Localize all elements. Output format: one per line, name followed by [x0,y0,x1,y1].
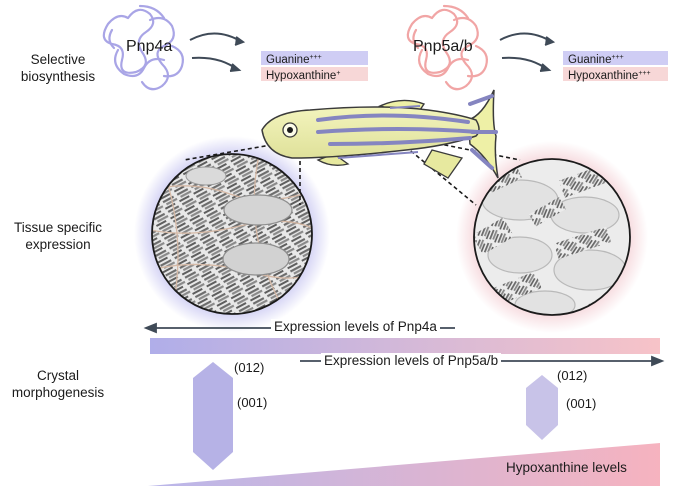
row-label-line: Tissue specific [13,220,103,235]
level-superscript: +++ [638,70,651,77]
pnp5-label: Pnp5a/b [413,38,473,55]
row-label-line: morphogenesis [11,385,105,400]
guanine-tag-right: Guanine+++ [563,51,668,66]
pnp5-expression-label: Expression levels of Pnp5a/b [321,353,502,368]
level-superscript: +++ [611,54,624,61]
zebrafish [261,89,499,179]
facet-001-right: (001) [566,396,597,411]
facet-001-left: (001) [237,395,268,410]
tag-text: Hypoxanthine [266,70,337,82]
row-label-biosynthesis: Selective biosynthesis [6,51,110,85]
expression-gradient-bar [150,338,660,354]
facet-012-left: (012) [234,360,265,375]
tag-text: Guanine [266,54,310,66]
row-label-line: expression [25,237,91,252]
level-superscript: + [336,70,341,77]
hypoxanthine-wedge [148,443,660,486]
pnp4a-label: Pnp4a [126,38,173,55]
row-label-expression: Tissue specific expression [0,219,116,253]
hypoxanthine-tag-left: Hypoxanthine+ [261,67,368,82]
row-label-line: Crystal [36,368,79,383]
crystal-right [526,375,558,440]
hypoxanthine-tag-right: Hypoxanthine+++ [563,67,668,82]
tag-text: Hypoxanthine [568,70,639,82]
pnp4a-protein-icon [102,4,184,91]
guanine-tag-left: Guanine+++ [261,51,368,66]
level-superscript: +++ [309,54,322,61]
pnp5-protein-icon [406,4,488,91]
row-label-morphogenesis: Crystal morphogenesis [2,367,114,401]
synthesis-arrows [189,32,556,72]
zoom-circle-left [151,153,313,315]
pnp4a-expression-label: Expression levels of Pnp4a [271,319,440,334]
hypoxanthine-levels-label: Hypoxanthine levels [506,460,627,475]
tag-text: Guanine [568,54,612,66]
crystal-left [193,362,233,470]
zoom-circle-right [473,158,631,316]
row-label-line: biosynthesis [20,69,96,84]
row-label-line: Selective [30,52,86,67]
facet-012-right: (012) [557,368,588,383]
